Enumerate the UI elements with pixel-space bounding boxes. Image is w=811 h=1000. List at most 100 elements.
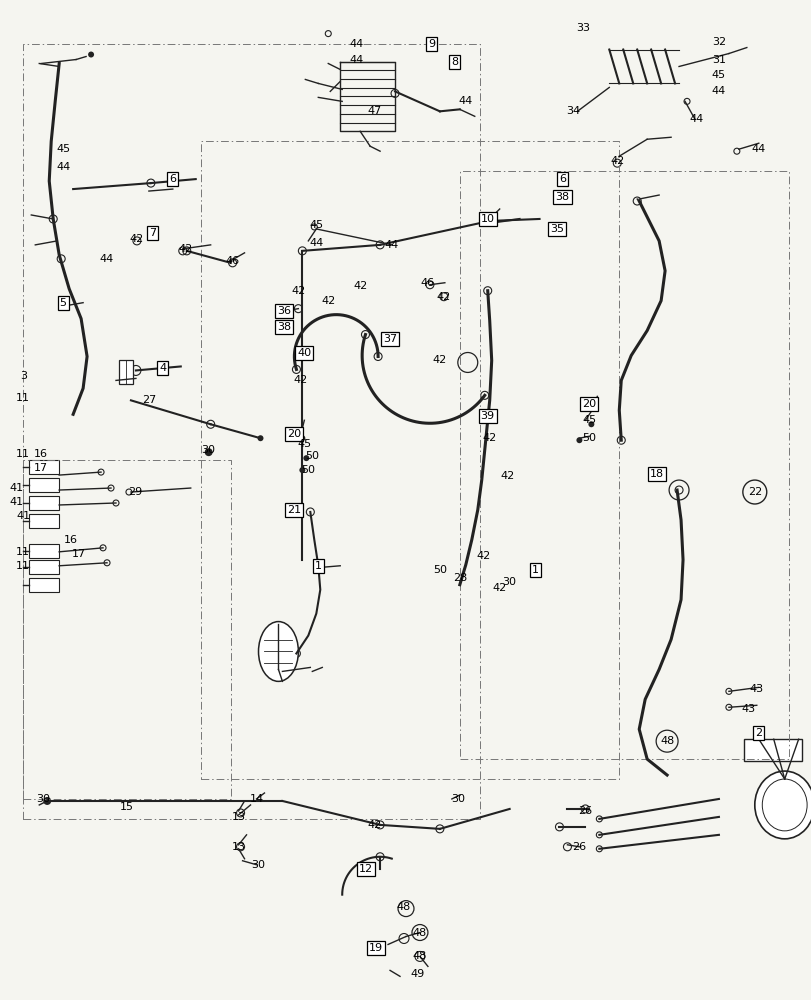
Text: 44: 44 — [384, 240, 399, 250]
Text: 44: 44 — [349, 55, 363, 65]
Text: 42: 42 — [130, 234, 144, 244]
Text: 11: 11 — [16, 393, 30, 403]
Text: 44: 44 — [458, 96, 472, 106]
Text: 42: 42 — [500, 471, 514, 481]
Text: 22: 22 — [747, 487, 761, 497]
Text: 30: 30 — [201, 445, 216, 455]
Text: 48: 48 — [412, 928, 427, 938]
Text: 42: 42 — [432, 355, 447, 365]
Text: 13: 13 — [231, 842, 245, 852]
Circle shape — [299, 467, 305, 473]
Text: 50: 50 — [432, 565, 446, 575]
Text: 13: 13 — [231, 812, 245, 822]
Text: 20: 20 — [287, 429, 301, 439]
Text: 9: 9 — [428, 39, 435, 49]
Circle shape — [303, 455, 309, 461]
Text: 11: 11 — [16, 547, 30, 557]
Bar — [29, 478, 59, 492]
Text: 4: 4 — [159, 363, 166, 373]
Text: 42: 42 — [609, 156, 624, 166]
Text: 16: 16 — [34, 449, 48, 459]
Text: 43: 43 — [749, 684, 763, 694]
Bar — [29, 514, 59, 528]
Text: 48: 48 — [412, 951, 427, 961]
Text: 50: 50 — [305, 451, 319, 461]
Text: 28: 28 — [453, 573, 466, 583]
Circle shape — [299, 435, 305, 441]
Text: 42: 42 — [353, 281, 367, 291]
Text: 45: 45 — [581, 415, 596, 425]
Text: 46: 46 — [420, 278, 435, 288]
Text: 14: 14 — [249, 794, 264, 804]
Text: 7: 7 — [149, 228, 157, 238]
Text: 39: 39 — [480, 411, 494, 421]
Text: 42: 42 — [291, 286, 305, 296]
Text: 32: 32 — [711, 37, 725, 47]
Text: 44: 44 — [689, 114, 703, 124]
Text: 38: 38 — [555, 192, 569, 202]
Circle shape — [88, 52, 94, 58]
Text: 30: 30 — [450, 794, 464, 804]
Text: 15: 15 — [120, 802, 134, 812]
Text: 5: 5 — [59, 298, 67, 308]
Text: 48: 48 — [397, 902, 410, 912]
Text: 42: 42 — [476, 551, 491, 561]
Text: 41: 41 — [16, 511, 30, 521]
Text: 41: 41 — [9, 497, 24, 507]
Text: 42: 42 — [367, 820, 381, 830]
Text: 30: 30 — [502, 577, 516, 587]
Text: 18: 18 — [650, 469, 663, 479]
Text: 44: 44 — [711, 86, 725, 96]
Text: 30: 30 — [251, 860, 265, 870]
Bar — [119, 360, 133, 384]
Text: 3: 3 — [19, 371, 27, 381]
Text: 35: 35 — [550, 224, 564, 234]
Text: 12: 12 — [358, 864, 373, 874]
Text: 42: 42 — [436, 292, 450, 302]
Text: 43: 43 — [740, 704, 755, 714]
Text: 45: 45 — [711, 70, 725, 80]
Text: 29: 29 — [127, 487, 142, 497]
Text: 41: 41 — [9, 483, 24, 493]
Text: 33: 33 — [576, 23, 590, 33]
Text: 1: 1 — [315, 561, 321, 571]
Ellipse shape — [258, 622, 298, 681]
Text: 20: 20 — [581, 399, 596, 409]
Text: 50: 50 — [301, 465, 315, 475]
Bar — [29, 578, 59, 592]
Text: 31: 31 — [711, 55, 725, 65]
Text: 37: 37 — [383, 334, 397, 344]
Text: 19: 19 — [368, 943, 383, 953]
Text: 45: 45 — [297, 439, 311, 449]
Text: 11: 11 — [16, 561, 30, 571]
Circle shape — [43, 797, 51, 805]
Text: 40: 40 — [297, 348, 311, 358]
Text: 46: 46 — [225, 256, 239, 266]
Text: 45: 45 — [56, 144, 71, 154]
Text: 38: 38 — [277, 322, 291, 332]
Text: 42: 42 — [178, 244, 193, 254]
Ellipse shape — [754, 771, 811, 839]
Bar — [29, 544, 59, 558]
Text: 17: 17 — [72, 549, 86, 559]
Text: 30: 30 — [36, 794, 50, 804]
Text: 42: 42 — [482, 433, 496, 443]
Circle shape — [257, 435, 263, 441]
Text: 50: 50 — [581, 433, 595, 443]
Bar — [29, 496, 59, 510]
Text: 11: 11 — [16, 449, 30, 459]
Bar — [743, 739, 800, 761]
Bar — [29, 560, 59, 574]
Text: 42: 42 — [492, 583, 506, 593]
Text: 49: 49 — [410, 969, 425, 979]
Circle shape — [588, 421, 594, 427]
Text: 1: 1 — [531, 565, 539, 575]
Text: 34: 34 — [565, 106, 580, 116]
Circle shape — [592, 405, 598, 411]
Text: 45: 45 — [309, 220, 323, 230]
Ellipse shape — [762, 779, 806, 831]
Circle shape — [576, 437, 581, 443]
Bar — [29, 460, 59, 474]
Text: 10: 10 — [480, 214, 494, 224]
Text: 26: 26 — [572, 842, 586, 852]
